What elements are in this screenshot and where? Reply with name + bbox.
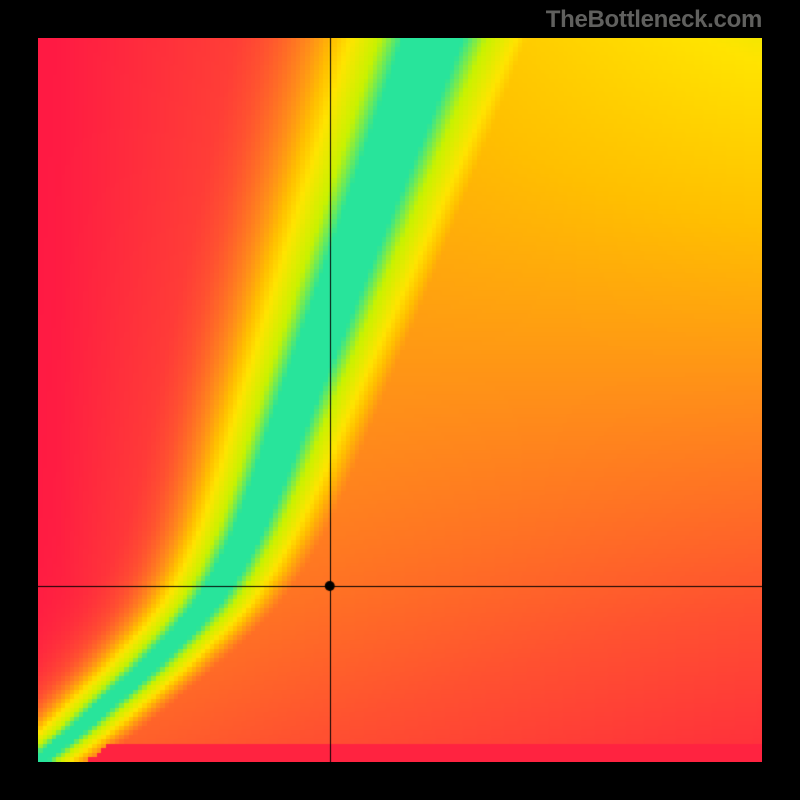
bottleneck-heatmap (38, 38, 762, 762)
watermark-text: TheBottleneck.com (546, 6, 762, 34)
